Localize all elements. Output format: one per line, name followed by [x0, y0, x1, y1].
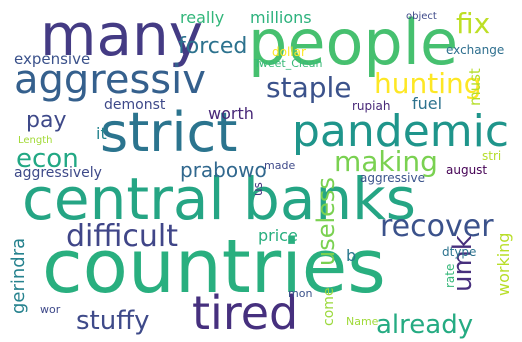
word-exchange: exchange — [446, 43, 505, 57]
word-econ: econ — [16, 144, 79, 174]
word-forced: forced — [178, 34, 248, 59]
word-strict: strict — [100, 101, 238, 164]
word-aggressive: aggressive — [360, 171, 425, 185]
word-countries: countries — [42, 224, 386, 310]
word-dtype: dtype — [442, 245, 477, 259]
word-people: people — [248, 6, 459, 79]
word-central-banks: central banks — [22, 165, 416, 233]
word-wor: wor — [40, 303, 61, 316]
word-length: Length — [18, 135, 53, 146]
word-rupiah: rupiah — [352, 99, 391, 113]
word-worth: worth — [208, 104, 254, 123]
word-aggressively: aggressively — [14, 165, 102, 181]
word-useless: useless — [312, 177, 340, 266]
word-price: price — [258, 226, 298, 245]
word-working: working — [494, 232, 513, 296]
word-pandemic: pandemic — [292, 106, 510, 157]
word-aggressiv: aggressiv — [14, 57, 206, 103]
word-making: making — [334, 145, 438, 178]
word-object: object — [406, 11, 437, 22]
word-already: already — [376, 310, 474, 340]
word-it: it — [96, 124, 107, 143]
word-dollar: dollar — [272, 45, 306, 59]
word-rate: rate — [443, 263, 457, 288]
word-staple: staple — [266, 71, 352, 104]
word-come: come — [321, 287, 337, 326]
word-name: Name — [346, 315, 379, 328]
word-many: many — [40, 1, 204, 69]
word-us: us — [251, 182, 265, 196]
word-hunting: hunting — [374, 67, 482, 100]
word-stri: stri — [482, 149, 502, 163]
word-expensive: expensive — [14, 50, 91, 68]
word-tired: tired — [192, 286, 299, 340]
word-tweet-clean: Tweet_Clean — [254, 57, 323, 70]
word-mon: mon — [288, 287, 313, 300]
word-august: august — [446, 163, 488, 177]
word-pay: pay — [26, 108, 67, 133]
word-demonst: demonst — [104, 97, 166, 113]
word-stuffy: stuffy — [76, 306, 150, 336]
word-gerindra: gerindra — [8, 237, 29, 314]
word-really: really — [180, 8, 225, 27]
word-made: made — [264, 159, 296, 172]
word-fuel: fuel — [412, 94, 443, 113]
word-difficult: difficult — [66, 219, 178, 254]
word-b: b — [346, 246, 357, 265]
word-millions: millions — [250, 8, 312, 27]
word-recover: recover — [380, 209, 494, 244]
word-must: must — [466, 68, 484, 106]
word-prabowo: prabowo — [180, 158, 267, 182]
word-fix: fix — [456, 7, 491, 40]
